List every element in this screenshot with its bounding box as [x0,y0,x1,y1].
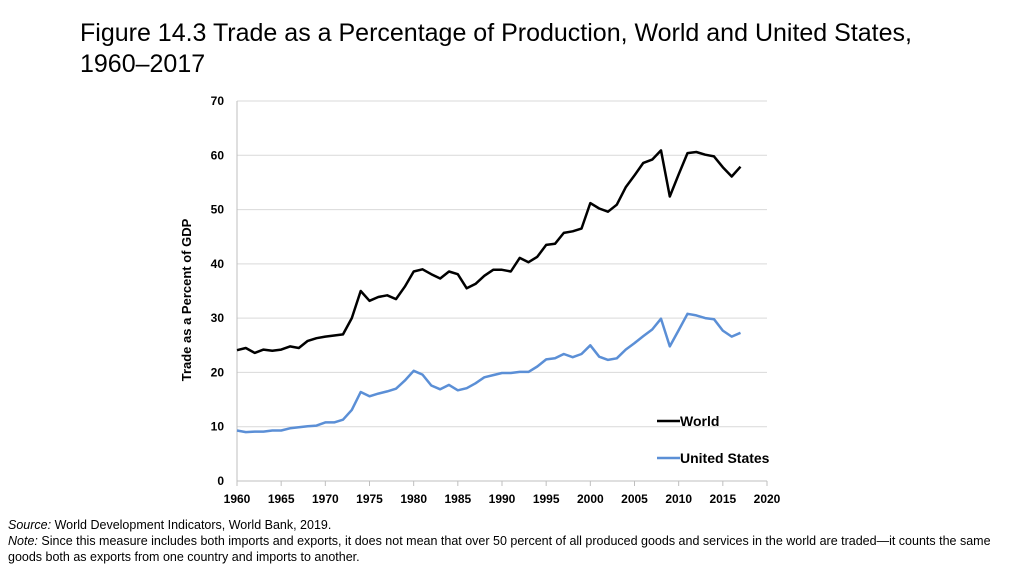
x-tick-label: 2010 [665,492,692,506]
y-tick-label: 10 [211,420,225,434]
y-tick-label: 60 [211,148,225,162]
source-text: World Development Indicators, World Bank… [54,518,332,532]
y-tick-label: 30 [211,311,225,325]
figure-title-line-2: 1960–2017 [80,50,206,78]
figure-title-line-1: Figure 14.3 Trade as a Percentage of Pro… [80,19,912,47]
x-tick-label: 2020 [754,492,781,506]
y-tick-label: 40 [211,257,225,271]
x-tick-label: 2005 [621,492,648,506]
x-tick-label: 2000 [577,492,604,506]
legend-label-world: World [680,413,719,429]
y-tick-label: 50 [211,203,225,217]
series-line-united-states [236,312,741,434]
x-axis-ticks: 1960 1965 1970 1975 1980 1985 1990 1995 2000 2005… [224,481,781,506]
y-tick-label: 0 [217,474,224,488]
x-tick-label: 1995 [533,492,560,506]
note-label: Note: [8,534,38,548]
series-line-world [236,149,742,355]
x-tick-label: 1970 [312,492,339,506]
x-tick-label: 1985 [444,492,471,506]
x-tick-label: 2015 [709,492,736,506]
x-tick-label: 1960 [224,492,251,506]
legend-label-united-states: United States [680,450,770,466]
figure-title: Figure 14.3 Trade as a Percentage of Pro… [80,18,980,80]
figure-footer: Source: World Development Indicators, Wo… [8,517,1013,565]
gridlines [237,100,767,428]
source-label: Source: [8,518,52,532]
line-chart: 0 10 20 30 40 50 60 70 1960 1965 1970 1975 1980 1985… [179,94,781,506]
x-tick-label: 1965 [268,492,295,506]
y-axis-ticks: 0 10 20 30 40 50 60 70 [211,94,225,488]
y-axis-label: Trade as a Percent of GDP [179,218,194,381]
x-tick-label: 1990 [489,492,516,506]
x-tick-label: 1980 [400,492,427,506]
legend: World United States [657,413,770,466]
y-tick-label: 70 [211,94,225,108]
y-tick-label: 20 [211,365,225,379]
note-text: Since this measure includes both imports… [8,534,991,564]
series-lines [236,149,742,434]
source-line: Source: World Development Indicators, Wo… [8,517,1013,533]
note-line: Note: Since this measure includes both i… [8,533,1013,565]
x-tick-label: 1975 [356,492,383,506]
